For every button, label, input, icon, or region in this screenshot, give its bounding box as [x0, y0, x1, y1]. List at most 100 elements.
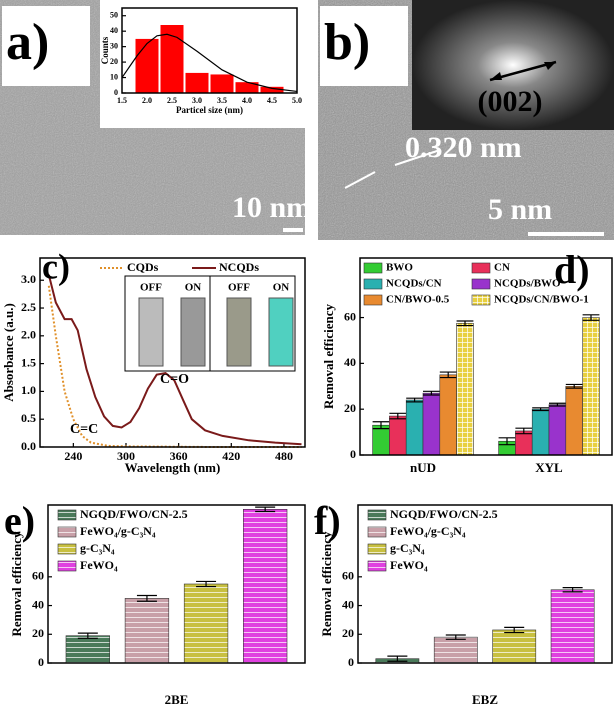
- legend-label: g-C₃N₄: [80, 541, 115, 555]
- bar: [550, 589, 595, 664]
- x-tick-label: EBZ: [472, 692, 498, 707]
- arrow-head: [490, 72, 502, 80]
- bar: [160, 25, 184, 93]
- x-tick-label: 420: [222, 449, 240, 463]
- legend-swatch: [471, 262, 491, 274]
- panel-label: c): [42, 246, 70, 286]
- bar: [210, 74, 234, 93]
- legend-swatch: [363, 262, 383, 274]
- bar: [235, 82, 259, 93]
- x-tick-label: 4.5: [267, 96, 277, 105]
- x-tick-label: 480: [275, 449, 293, 463]
- legend-swatch: [471, 294, 491, 306]
- vial: [180, 297, 206, 367]
- bar: [183, 583, 229, 664]
- inset-label: OFF: [228, 282, 250, 294]
- series-line: [47, 274, 302, 446]
- y-tick-label: 1.0: [21, 383, 36, 397]
- bar: [422, 392, 441, 456]
- legend-swatch: [367, 526, 387, 538]
- label-box: [2, 6, 90, 86]
- panel-label: b): [324, 14, 370, 71]
- y-tick-label: 40: [344, 355, 356, 369]
- fft-inset: [412, 0, 614, 130]
- scale-bar: [528, 232, 604, 236]
- y-tick-label: 60: [342, 569, 354, 583]
- x-axis-label: Particel size (nm): [176, 105, 243, 115]
- arrow-head: [544, 62, 556, 70]
- legend-label: CN: [494, 262, 510, 274]
- y-axis-label: Absorbance (a.u.): [1, 303, 16, 402]
- y-axis-label: Removal efficiency: [321, 303, 336, 409]
- panel-label: f): [314, 498, 341, 543]
- x-tick-label: 360: [170, 449, 188, 463]
- x-tick-label: 1.5: [117, 96, 127, 105]
- scale-bar: [283, 228, 303, 232]
- y-tick-label: 20: [32, 626, 44, 640]
- inset-label: ON: [273, 282, 290, 294]
- y-tick-label: 0.0: [21, 439, 36, 453]
- x-tick-label: 240: [64, 449, 82, 463]
- x-tick-label: 4.0: [242, 96, 252, 105]
- panel-label: d): [554, 247, 590, 292]
- error-bar: [372, 421, 390, 430]
- fft-annotation: (002): [478, 85, 543, 118]
- bar: [548, 404, 567, 456]
- x-tick-label: 2BE: [165, 692, 189, 707]
- y-tick-label: 0.5: [21, 411, 36, 425]
- bar: [515, 430, 533, 456]
- error-bar: [582, 314, 600, 321]
- bar: [433, 636, 478, 664]
- fit-curve: [121, 33, 298, 93]
- pointer-arrow: [394, 149, 441, 166]
- y-tick-label: 2.0: [21, 328, 36, 342]
- x-tick-label: 300: [117, 449, 135, 463]
- legend-label: NGQD/FWO/CN-2.5: [80, 507, 188, 521]
- bar: [439, 374, 457, 456]
- bar: [456, 322, 474, 456]
- lattice-spacing: 0.320 nm: [405, 131, 522, 164]
- y-tick-label: 1.5: [21, 355, 36, 369]
- error-bar: [445, 634, 466, 640]
- legend-swatch: [57, 526, 77, 538]
- vial: [226, 297, 252, 367]
- legend-swatch: [367, 543, 387, 555]
- y-axis-label: Removal efficiency: [9, 531, 24, 637]
- error-bar: [423, 390, 440, 396]
- plot-frame: [359, 257, 613, 456]
- legend-swatch: [471, 278, 491, 290]
- legend-label: FeWO₄/g-C₃N₄: [390, 524, 466, 538]
- legend-swatch: [367, 560, 387, 572]
- panel-label: e): [4, 498, 35, 543]
- plot-frame: [121, 7, 298, 94]
- legend-swatch: [57, 560, 77, 572]
- annotation: C=O: [160, 372, 189, 387]
- legend-label: NCQDs/BWO: [494, 278, 561, 290]
- x-tick-label: 3.5: [217, 96, 227, 105]
- y-tick-label: 60: [344, 309, 356, 323]
- error-bar: [136, 594, 157, 602]
- legend-label: NGQD/FWO/CN-2.5: [390, 507, 498, 521]
- error-bar: [196, 580, 217, 588]
- bar: [124, 598, 170, 664]
- legend-label: FeWO₄: [390, 558, 428, 572]
- error-bar: [515, 427, 533, 435]
- error-bar: [562, 586, 583, 593]
- legend-swatch: [57, 543, 77, 555]
- bar: [531, 408, 550, 456]
- y-axis-label: Counts: [100, 36, 110, 64]
- bar: [260, 86, 284, 93]
- error-bar: [439, 371, 457, 379]
- error-bar: [565, 383, 583, 389]
- legend-swatch: [57, 509, 77, 521]
- bar: [492, 629, 537, 664]
- bar: [582, 317, 600, 456]
- x-tick-label: 2.0: [142, 96, 152, 105]
- y-tick-label: 40: [342, 597, 354, 611]
- y-tick-label: 0: [114, 88, 118, 97]
- error-bar: [406, 397, 423, 403]
- x-tick-label: 5.0: [292, 96, 302, 105]
- error-bar: [504, 626, 525, 634]
- legend-label: CN/BWO-0.5: [386, 294, 450, 306]
